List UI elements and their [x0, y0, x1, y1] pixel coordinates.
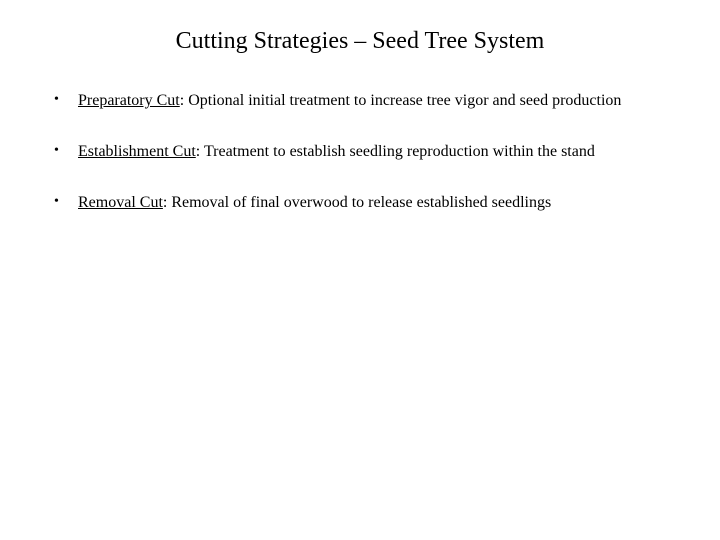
bullet-marker: •: [54, 91, 59, 109]
slide-title: Cutting Strategies – Seed Tree System: [50, 28, 670, 55]
bullet-marker: •: [54, 193, 59, 211]
bullet-description: : Removal of final overwood to release e…: [163, 194, 551, 211]
bullet-description: : Treatment to establish seedling reprod…: [196, 143, 595, 160]
list-item: • Establishment Cut: Treatment to establ…: [50, 142, 670, 163]
list-item: • Removal Cut: Removal of final overwood…: [50, 193, 670, 214]
bullet-term: Preparatory Cut: [78, 92, 180, 109]
list-item: • Preparatory Cut: Optional initial trea…: [50, 91, 670, 112]
bullet-term: Removal Cut: [78, 194, 163, 211]
bullet-term: Establishment Cut: [78, 143, 196, 160]
bullet-list: • Preparatory Cut: Optional initial trea…: [50, 91, 670, 213]
bullet-marker: •: [54, 142, 59, 160]
bullet-description: : Optional initial treatment to increase…: [180, 92, 622, 109]
